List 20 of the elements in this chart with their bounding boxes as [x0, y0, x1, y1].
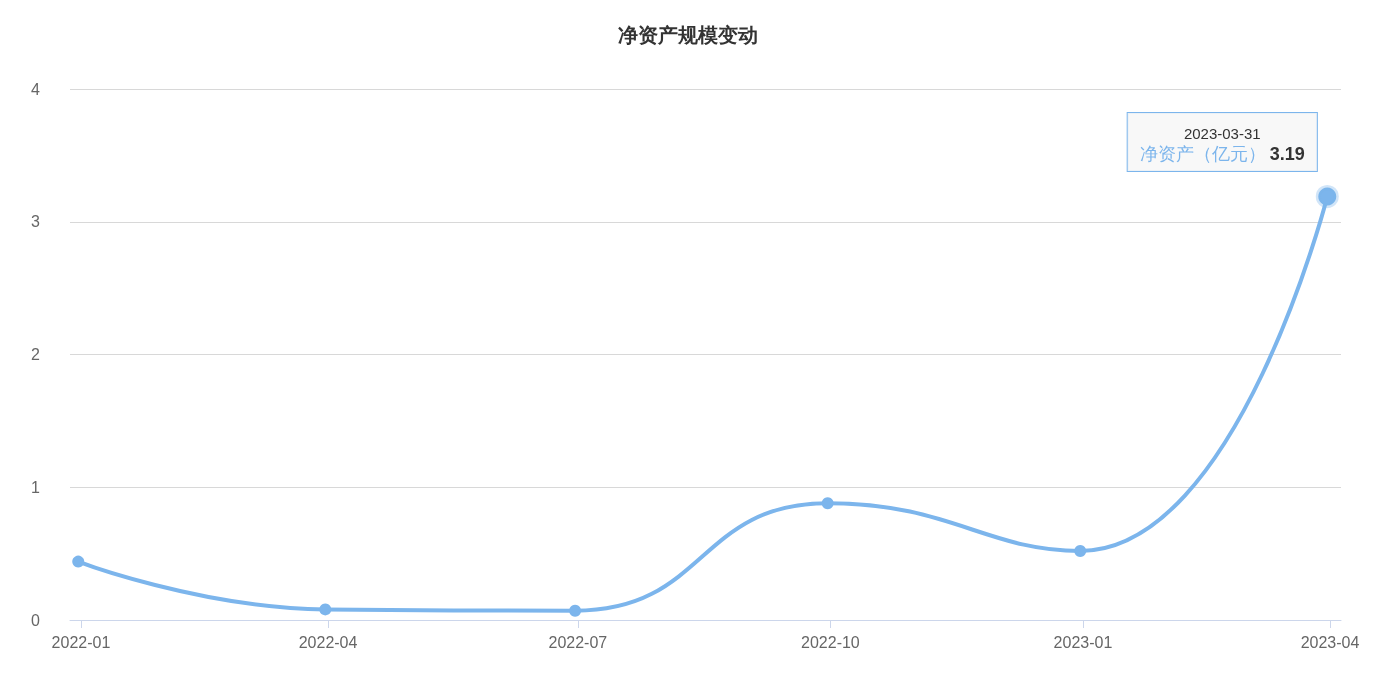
- point: [1074, 544, 1087, 557]
- point: [319, 603, 332, 616]
- y-tick-label: 1: [31, 478, 41, 496]
- point: [72, 555, 85, 568]
- data-label: 3.19: [1269, 144, 1305, 165]
- text: 净资产（亿元）: [1139, 144, 1266, 165]
- point: [821, 497, 834, 510]
- x-tick-label: 2023-04: [1300, 633, 1360, 651]
- x-tick-label: 2022-10: [801, 633, 860, 651]
- y-tick-label: 4: [31, 80, 41, 98]
- chart-title: 净资产规模变动: [618, 24, 758, 46]
- y-tick-label: 0: [31, 611, 41, 629]
- x-tick-label: 2022-07: [548, 633, 608, 651]
- x-tick-label: 2022-04: [298, 633, 358, 651]
- annotation: 2023-03-31: [1183, 124, 1261, 142]
- y-tick-label: 3: [31, 213, 41, 231]
- point: [569, 604, 582, 617]
- x-tick-label: 2022-01: [51, 633, 111, 651]
- x-tick-label: 2023-01: [1053, 633, 1113, 651]
- y-tick-label: 2: [31, 346, 41, 363]
